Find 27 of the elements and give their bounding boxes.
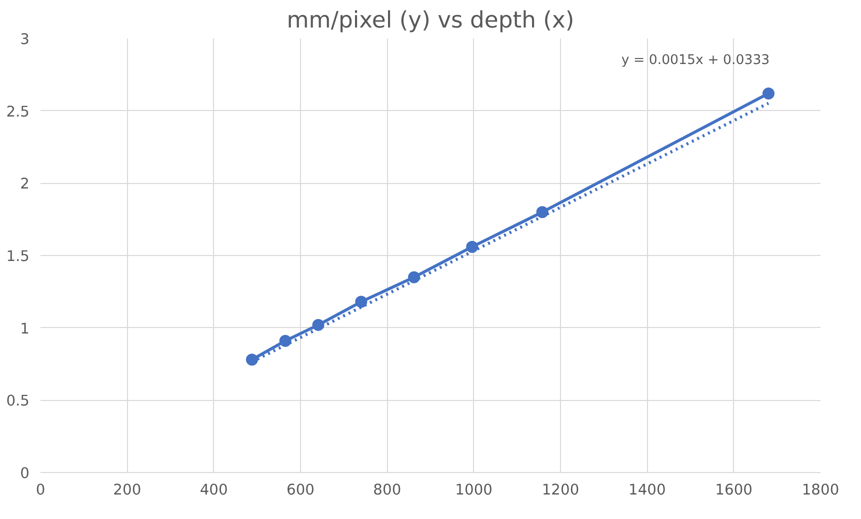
y-tick-label: 0 <box>20 465 30 482</box>
x-tick-label: 1400 <box>628 482 666 498</box>
x-tick-label: 200 <box>113 482 142 498</box>
x-tick-label: 800 <box>373 482 402 498</box>
annotation: y = 0.0015x + 0.0333 <box>621 53 770 68</box>
y-tick-label: 1 <box>20 320 30 338</box>
point <box>279 334 292 347</box>
x-tick-label: 0 <box>36 482 46 498</box>
x-tick-label: 1600 <box>715 482 752 498</box>
point <box>246 354 258 366</box>
x-tick-label: 400 <box>200 482 228 498</box>
x-tick-label: 1800 <box>802 482 840 498</box>
point <box>536 206 548 218</box>
x-tick-label: 1000 <box>455 482 492 498</box>
point <box>408 271 420 284</box>
x-tick-label: 1200 <box>542 482 580 498</box>
point <box>355 296 368 308</box>
x-tick-label: 600 <box>286 482 314 498</box>
point <box>762 87 774 100</box>
point <box>466 240 478 253</box>
point <box>312 318 324 331</box>
y-tick-label: 2.5 <box>6 103 30 120</box>
chart-title: mm/pixel (y) vs depth (x) <box>286 8 574 34</box>
y-tick-label: 1.5 <box>6 248 30 265</box>
y-tick-label: 2 <box>20 176 30 193</box>
y-tick-label: 0.5 <box>6 392 30 410</box>
y-tick-label: 3 <box>20 31 30 48</box>
